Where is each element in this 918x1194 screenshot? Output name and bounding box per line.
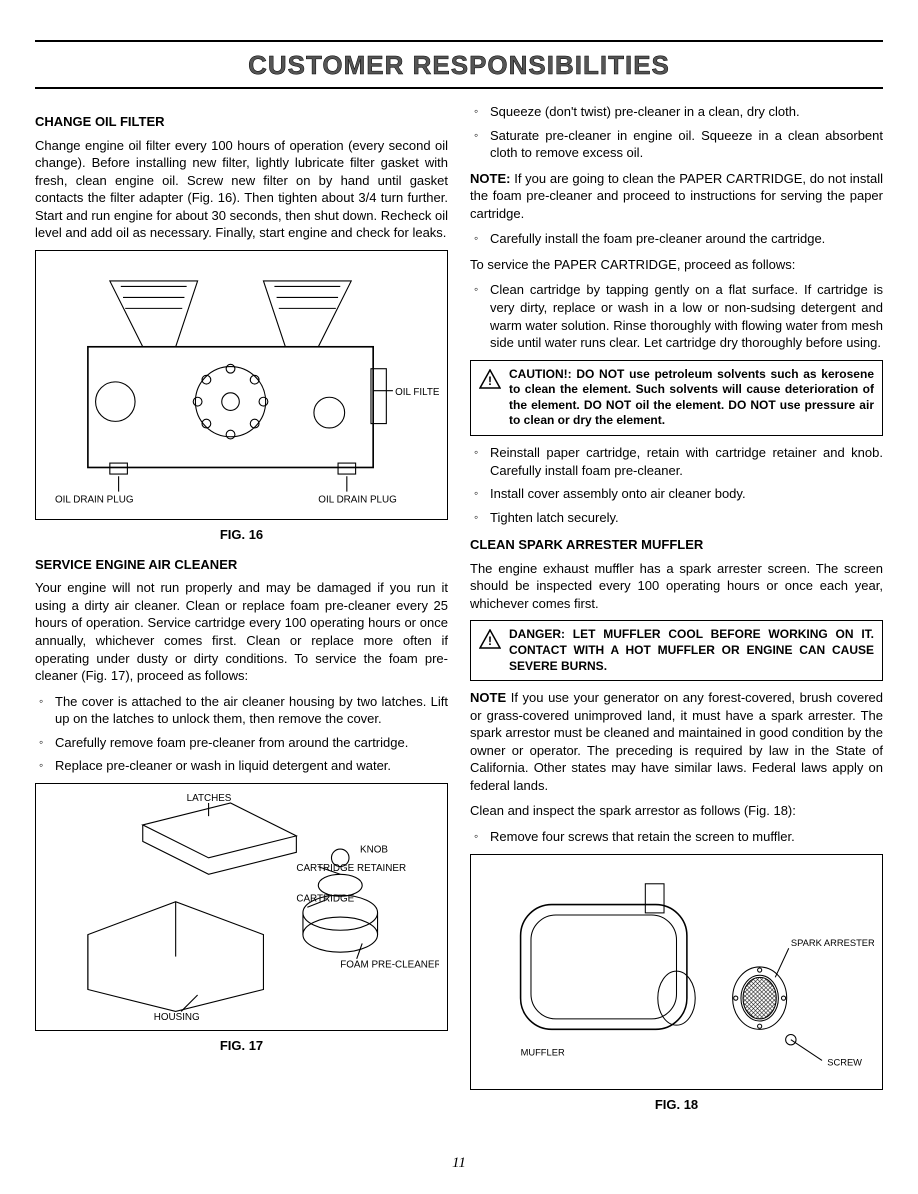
list-install-precleaner: Carefully install the foam pre-cleaner a… xyxy=(470,230,883,248)
figure-18-box: SPARK ARRESTER SCREEN MUFFLER SCREW xyxy=(470,854,883,1090)
para-service-paper: To service the PAPER CARTRIDGE, proceed … xyxy=(470,256,883,274)
list-item: Saturate pre-cleaner in engine oil. Sque… xyxy=(470,127,883,162)
svg-text:CARTRIDGE: CARTRIDGE xyxy=(296,894,354,905)
para-change-oil-filter: Change engine oil filter every 100 hours… xyxy=(35,137,448,242)
page-title: CUSTOMER RESPONSIBILITIES xyxy=(35,48,883,83)
warning-icon: ! xyxy=(479,629,501,654)
para-service-air-cleaner: Your engine will not run properly and ma… xyxy=(35,579,448,684)
svg-text:!: ! xyxy=(488,634,492,648)
svg-text:OIL DRAIN PLUG: OIL DRAIN PLUG xyxy=(318,495,397,506)
list-item: Tighten latch securely. xyxy=(470,509,883,527)
list-reinstall: Reinstall paper cartridge, retain with c… xyxy=(470,444,883,526)
two-column-layout: CHANGE OIL FILTER Change engine oil filt… xyxy=(35,103,883,1125)
warning-icon: ! xyxy=(479,369,501,394)
svg-text:OIL FILTER: OIL FILTER xyxy=(395,387,439,398)
svg-text:SCREW: SCREW xyxy=(827,1057,862,1067)
danger-text: DANGER: LET MUFFLER COOL BEFORE WORKING … xyxy=(509,627,874,674)
list-item: The cover is attached to the air cleaner… xyxy=(35,693,448,728)
list-remove-screws: Remove four screws that retain the scree… xyxy=(470,828,883,846)
figure-18-svg: SPARK ARRESTER SCREEN MUFFLER SCREW xyxy=(479,863,874,1081)
figure-17-box: HOUSING LATCHES KNOB CARTRIDGE RETAINER … xyxy=(35,783,448,1031)
list-item: Remove four screws that retain the scree… xyxy=(470,828,883,846)
para-spark-arrester: The engine exhaust muffler has a spark a… xyxy=(470,560,883,613)
heading-change-oil-filter: CHANGE OIL FILTER xyxy=(35,113,448,131)
figure-16-svg: OIL FILTER OIL DRAIN PLUG OIL DRAIN PLUG xyxy=(44,259,439,511)
list-item: Clean cartridge by tapping gently on a f… xyxy=(470,281,883,351)
svg-text:LATCHES: LATCHES xyxy=(187,793,232,804)
svg-text:SPARK ARRESTER SCREEN: SPARK ARRESTER SCREEN xyxy=(791,938,874,948)
svg-text:FOAM PRE-CLEANER: FOAM PRE-CLEANER xyxy=(340,959,439,970)
figure-17-caption: FIG. 17 xyxy=(35,1037,448,1055)
heading-service-air-cleaner: SERVICE ENGINE AIR CLEANER xyxy=(35,556,448,574)
list-item: Install cover assembly onto air cleaner … xyxy=(470,485,883,503)
list-clean-cartridge: Clean cartridge by tapping gently on a f… xyxy=(470,281,883,351)
svg-text:CARTRIDGE RETAINER: CARTRIDGE RETAINER xyxy=(296,863,406,874)
note-forest-land: NOTE If you use your generator on any fo… xyxy=(470,689,883,794)
list-item: Carefully remove foam pre-cleaner from a… xyxy=(35,734,448,752)
para-clean-inspect: Clean and inspect the spark arrestor as … xyxy=(470,802,883,820)
svg-text:KNOB: KNOB xyxy=(360,844,388,855)
left-column: CHANGE OIL FILTER Change engine oil filt… xyxy=(35,103,448,1125)
caution-box: ! CAUTION!: DO NOT use petroleum solvent… xyxy=(470,360,883,436)
list-item: Carefully install the foam pre-cleaner a… xyxy=(470,230,883,248)
svg-text:MUFFLER: MUFFLER xyxy=(521,1047,565,1057)
rule-top xyxy=(35,40,883,42)
rule-under-title xyxy=(35,87,883,89)
list-air-cleaner-steps: The cover is attached to the air cleaner… xyxy=(35,693,448,775)
heading-clean-spark-arrester: CLEAN SPARK ARRESTER MUFFLER xyxy=(470,536,883,554)
figure-17-svg: HOUSING LATCHES KNOB CARTRIDGE RETAINER … xyxy=(44,792,439,1022)
svg-text:HOUSING: HOUSING xyxy=(154,1012,200,1022)
figure-16-caption: FIG. 16 xyxy=(35,526,448,544)
caution-text: CAUTION!: DO NOT use petroleum solvents … xyxy=(509,367,874,429)
list-item: Squeeze (don't twist) pre-cleaner in a c… xyxy=(470,103,883,121)
figure-16-box: OIL FILTER OIL DRAIN PLUG OIL DRAIN PLUG xyxy=(35,250,448,520)
list-item: Reinstall paper cartridge, retain with c… xyxy=(470,444,883,479)
list-item: Replace pre-cleaner or wash in liquid de… xyxy=(35,757,448,775)
figure-18-caption: FIG. 18 xyxy=(470,1096,883,1114)
list-precleaner-1: Squeeze (don't twist) pre-cleaner in a c… xyxy=(470,103,883,162)
right-column: Squeeze (don't twist) pre-cleaner in a c… xyxy=(470,103,883,1125)
note-paper-cartridge: NOTE: If you are going to clean the PAPE… xyxy=(470,170,883,223)
svg-text:OIL DRAIN PLUG: OIL DRAIN PLUG xyxy=(55,495,134,506)
svg-text:!: ! xyxy=(488,374,492,388)
danger-box: ! DANGER: LET MUFFLER COOL BEFORE WORKIN… xyxy=(470,620,883,681)
page-number: 11 xyxy=(35,1153,883,1173)
